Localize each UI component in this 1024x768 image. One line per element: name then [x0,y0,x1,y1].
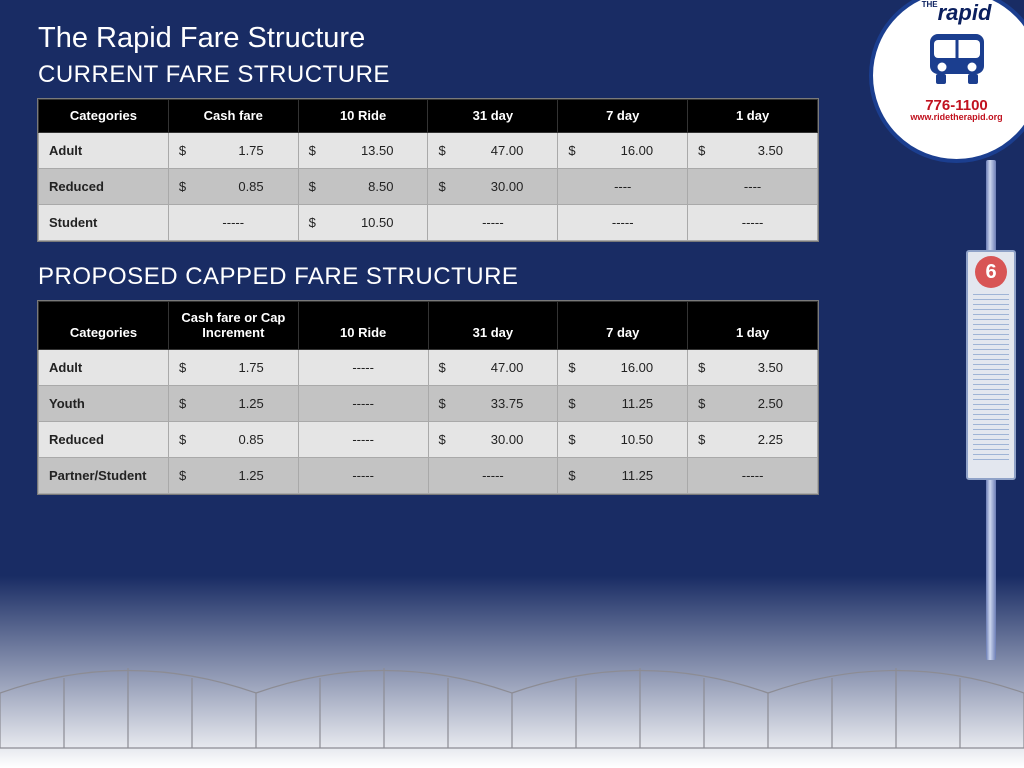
empty-cell: ----- [688,204,818,240]
column-header: 1 day [688,100,818,133]
price-cell: $3.50 [688,349,818,385]
table-row: Youth$1.25-----$33.75$11.25$2.50 [39,385,818,421]
category-cell: Adult [39,132,169,168]
price-cell: $0.85 [168,421,298,457]
price-cell: $13.50 [298,132,428,168]
table-row: Reduced$0.85$8.50$30.00-------- [39,168,818,204]
price-cell: $2.25 [688,421,818,457]
logo-text: rapid [938,0,992,25]
price-cell: $47.00 [428,132,558,168]
price-cell: $16.00 [558,349,688,385]
price-cell: $10.50 [558,421,688,457]
price-cell: $8.50 [298,168,428,204]
price-cell: $3.50 [688,132,818,168]
column-header: 31 day [428,301,558,349]
empty-cell: ----- [298,385,428,421]
schedule-lines [973,294,1009,464]
price-cell: $1.75 [168,349,298,385]
price-cell: $1.75 [168,132,298,168]
table-row: Adult$1.75-----$47.00$16.00$3.50 [39,349,818,385]
price-cell: $30.00 [428,168,558,204]
sign-circle: THErapid 776-1100 www.ridetherapid.org [869,0,1024,163]
current-fare-table: CategoriesCash fare10 Ride31 day7 day1 d… [38,99,818,241]
empty-cell: ---- [688,168,818,204]
category-cell: Student [39,204,169,240]
column-header: Cash fare or Cap Increment [168,301,298,349]
category-cell: Reduced [39,421,169,457]
column-header: Categories [39,301,169,349]
bus-icon [922,26,992,95]
column-header: 7 day [558,100,688,133]
page-title: The Rapid Fare Structure [38,22,838,55]
price-cell: $2.50 [688,385,818,421]
price-cell: $10.50 [298,204,428,240]
category-cell: Youth [39,385,169,421]
route-number: 6 [975,256,1007,288]
proposed-fare-table: CategoriesCash fare or Cap Increment10 R… [38,301,818,494]
rapid-logo: THErapid [922,0,992,26]
table-row: Partner/Student$1.25----------$11.25----… [39,457,818,493]
proposed-heading: PROPOSED CAPPED FARE STRUCTURE [38,263,838,291]
table-row: Adult$1.75$13.50$47.00$16.00$3.50 [39,132,818,168]
price-cell: $30.00 [428,421,558,457]
column-header: Cash fare [168,100,298,133]
station-canopy [0,638,1024,768]
column-header: Categories [39,100,169,133]
price-cell: $1.25 [168,457,298,493]
table-row: Reduced$0.85-----$30.00$10.50$2.25 [39,421,818,457]
price-cell: $16.00 [558,132,688,168]
empty-cell: ----- [298,349,428,385]
logo-the: THE [922,0,938,9]
empty-cell: ----- [688,457,818,493]
price-cell: $11.25 [558,457,688,493]
column-header: 31 day [428,100,558,133]
empty-cell: ----- [428,457,558,493]
column-header: 10 Ride [298,100,428,133]
category-cell: Reduced [39,168,169,204]
price-cell: $33.75 [428,385,558,421]
content-area: The Rapid Fare Structure CURRENT FARE ST… [38,22,838,494]
price-cell: $1.25 [168,385,298,421]
empty-cell: ----- [298,457,428,493]
current-heading: CURRENT FARE STRUCTURE [38,61,838,89]
price-cell: $0.85 [168,168,298,204]
empty-cell: ----- [168,204,298,240]
bus-stop-sign: THErapid 776-1100 www.ridetherapid.org 6 [859,0,1024,620]
sign-url: www.ridetherapid.org [910,112,1002,122]
category-cell: Adult [39,349,169,385]
empty-cell: ----- [298,421,428,457]
column-header: 1 day [688,301,818,349]
price-cell: $47.00 [428,349,558,385]
empty-cell: ---- [558,168,688,204]
empty-cell: ----- [428,204,558,240]
column-header: 10 Ride [298,301,428,349]
schedule-board: 6 [966,250,1016,480]
price-cell: $11.25 [558,385,688,421]
table-row: Student-----$10.50--------------- [39,204,818,240]
empty-cell: ----- [558,204,688,240]
column-header: 7 day [558,301,688,349]
category-cell: Partner/Student [39,457,169,493]
